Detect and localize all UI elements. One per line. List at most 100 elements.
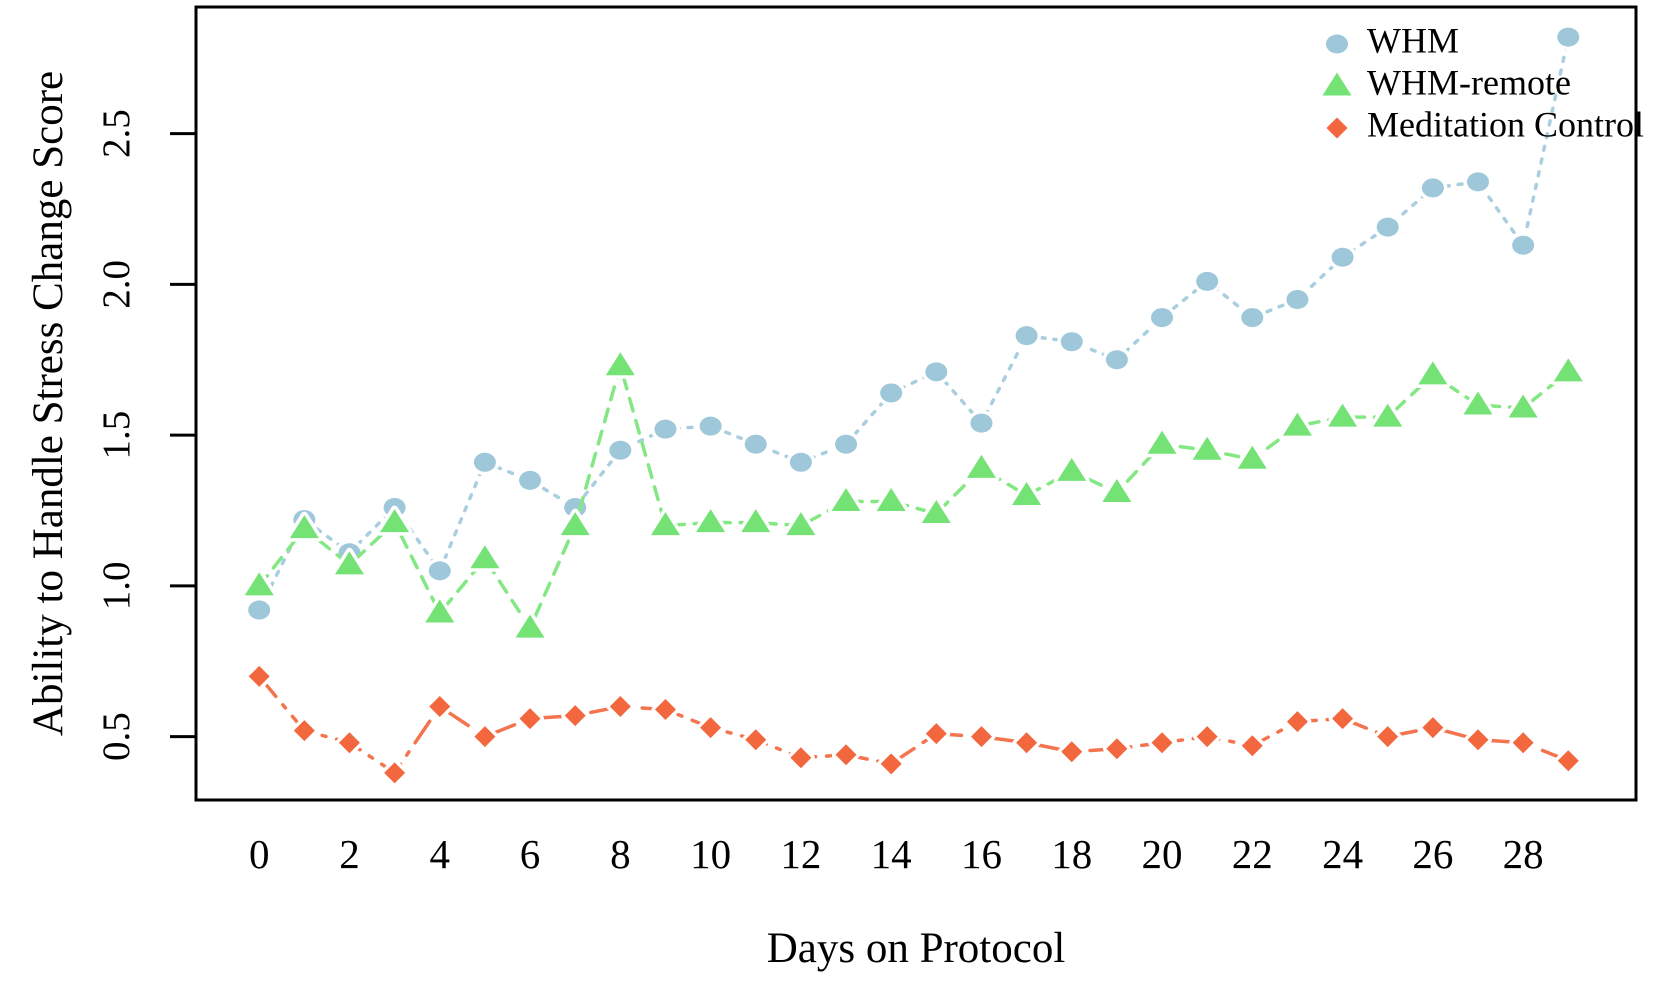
data-point-whm [876,379,906,406]
data-point-whm-remote [286,511,323,542]
data-point-whm [831,431,861,458]
data-point-meditation-control [516,704,545,733]
x-tick-label: 4 [430,831,451,877]
data-point-whm [966,410,996,437]
data-point-meditation-control [245,662,274,691]
data-point-meditation-control [1012,728,1041,757]
data-point-whm [1508,232,1538,259]
data-point-whm-remote [1505,391,1542,422]
data-point-whm [1102,346,1132,373]
data-point-meditation-control [335,728,364,757]
x-axis-title: Days on Protocol [767,925,1066,972]
x-tick-label: 24 [1322,831,1363,877]
data-point-whm-remote [828,484,865,515]
data-point-whm-remote [692,505,729,536]
y-axis: 0.5 1.0 1.5 2.0 2.5 Ability to Handle Stress … [25,71,196,761]
data-point-whm-remote [512,611,549,642]
data-point-whm [1147,304,1177,331]
data-point-whm-remote [1414,357,1451,388]
data-point-whm-remote [1053,454,1090,485]
data-point-meditation-control [786,743,815,772]
data-point-whm [1057,328,1087,355]
x-tick-label: 10 [690,831,731,877]
data-point-meditation-control [1193,722,1222,751]
data-point-whm [1553,24,1583,51]
data-point-whm-remote [1234,442,1271,473]
data-point-whm [921,358,951,385]
data-point-meditation-control [1283,707,1312,736]
data-point-whm [1328,244,1358,271]
data-point-whm-remote [1144,427,1181,458]
y-axis-title: Ability to Handle Stress Change Score [25,71,72,736]
legend-label: WHM-remote [1367,62,1571,102]
data-point-meditation-control [1057,737,1086,766]
x-tick-label: 2 [339,831,360,877]
data-point-whm-remote [737,505,774,536]
data-point-whm-remote [241,568,278,599]
data-point-whm-remote [873,484,910,515]
data-point-meditation-control [741,725,770,754]
data-point-meditation-control [651,695,680,724]
legend-marker-circle [1322,31,1352,57]
plot-border [194,5,1638,802]
data-point-whm-remote [376,505,413,536]
y-tick-label: 2.5 [95,109,138,158]
data-point-whm [650,416,680,443]
data-point-meditation-control [1238,731,1267,760]
data-point-meditation-control [425,692,454,721]
data-point-whm-remote [647,508,684,539]
data-point-meditation-control [606,692,635,721]
data-point-whm-remote [963,451,1000,482]
data-point-meditation-control [470,722,499,751]
legend-marker-triangle [1319,69,1355,99]
data-point-meditation-control [1328,704,1357,733]
data-point-whm-remote [331,547,368,578]
data-point-meditation-control [922,719,951,748]
data-point-meditation-control [1554,746,1583,775]
y-tick-label: 2.0 [95,260,138,309]
data-point-whm-remote [1324,400,1361,431]
x-tick-label: 16 [961,831,1002,877]
data-point-meditation-control [561,701,590,730]
y-tick-label: 1.0 [95,562,138,611]
legend-label: Meditation Control [1367,104,1644,144]
data-point-whm [741,431,771,458]
data-point-meditation-control [1418,713,1447,742]
data-point-meditation-control [1148,728,1177,757]
data-point-whm [244,597,274,624]
x-tick-label: 28 [1503,831,1544,877]
y-tick-label: 0.5 [95,712,138,761]
y-tick-label: 1.5 [95,411,138,460]
data-point-meditation-control [290,716,319,745]
data-point-whm-remote [466,541,503,572]
data-point-whm-remote [1460,388,1497,419]
x-tick-label: 14 [871,831,912,877]
data-point-meditation-control [967,722,996,751]
data-point-meditation-control [380,758,409,787]
data-point-whm [515,467,545,494]
data-point-whm [1012,322,1042,349]
x-tick-label: 26 [1412,831,1453,877]
data-point-whm-remote [1189,433,1226,464]
data-point-whm-remote [1550,354,1587,385]
data-point-meditation-control [1509,728,1538,757]
data-point-meditation-control [832,740,861,769]
data-point-whm-remote [918,496,955,527]
data-point-whm [425,557,455,584]
series-line-meditation-control [257,674,1571,776]
data-point-meditation-control [1102,734,1131,763]
x-tick-label: 12 [780,831,821,877]
x-tick-label: 22 [1232,831,1273,877]
x-tick-label: 0 [249,831,270,877]
legend-label: WHM [1367,20,1459,60]
axes [194,5,1638,802]
x-tick-label: 20 [1142,831,1183,877]
legend-marker-diamond [1323,114,1351,142]
data-point-whm [1282,286,1312,313]
data-point-whm [1463,168,1493,195]
x-tick-label: 8 [610,831,631,877]
data-point-meditation-control [696,713,725,742]
